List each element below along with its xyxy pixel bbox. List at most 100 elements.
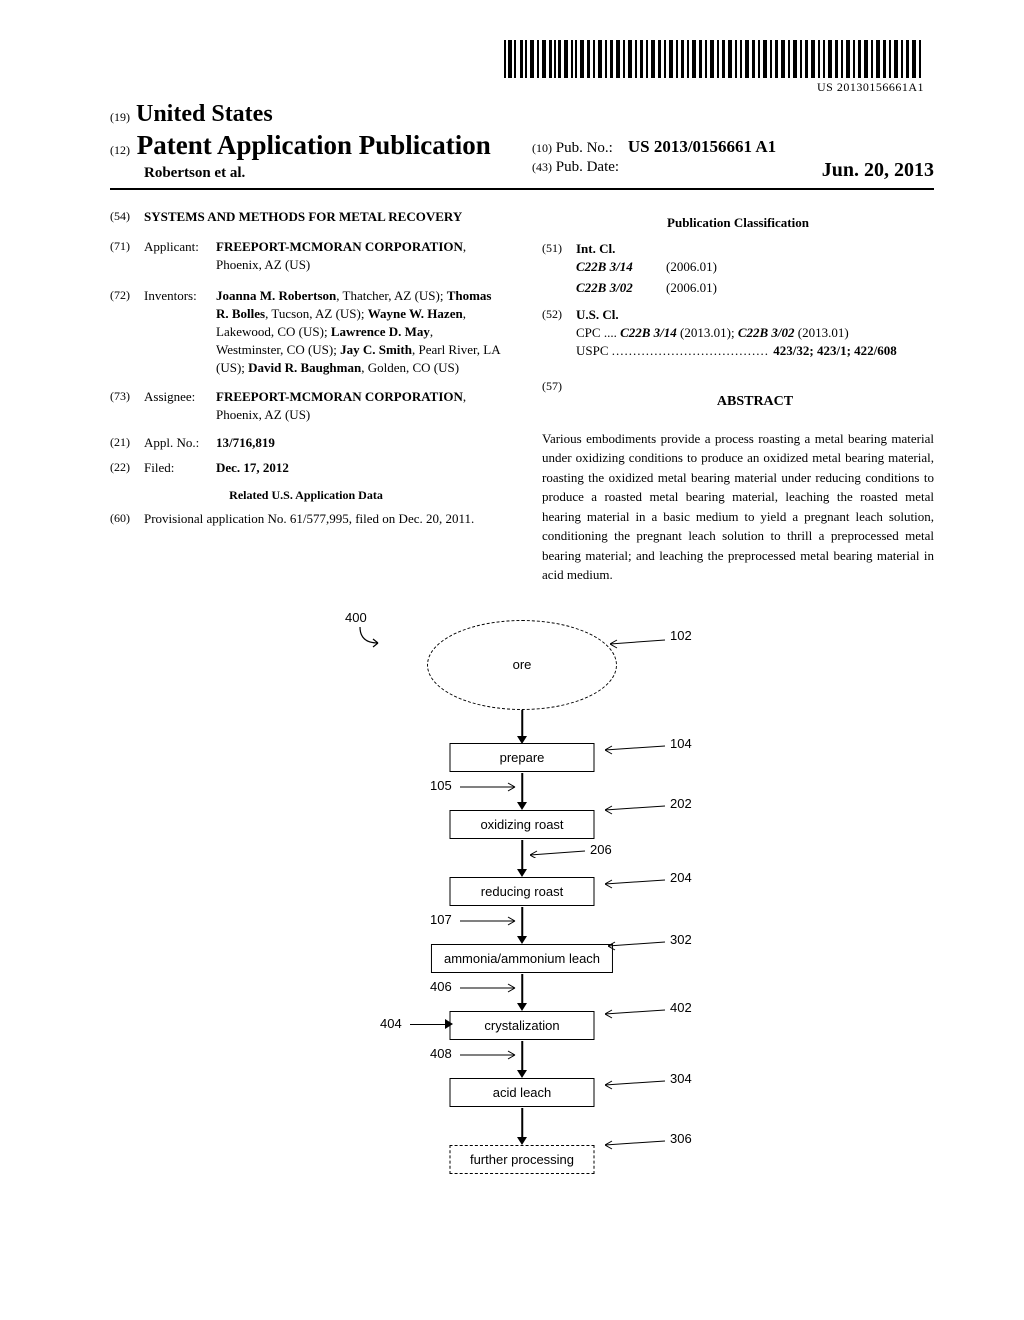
- filed-field: (22) Filed: Dec. 17, 2012: [110, 459, 502, 477]
- pubdate-value: Jun. 20, 2013: [822, 159, 934, 182]
- pubno-prefix: (10): [532, 141, 552, 155]
- filed-code: (22): [110, 459, 144, 477]
- arrow-head-icon: [517, 936, 527, 944]
- arrow-head-icon: [517, 1137, 527, 1145]
- left-column: (54) SYSTEMS AND METHODS FOR METAL RECOV…: [110, 208, 502, 585]
- assignee-code: (73): [110, 388, 144, 424]
- ref-306: 306: [670, 1131, 692, 1146]
- cpc-prefix: CPC ....: [576, 325, 617, 340]
- barcode-number: US 20130156661A1: [504, 80, 924, 95]
- ref-302: 302: [670, 932, 692, 947]
- publication-type-line: (12) Patent Application Publication: [110, 130, 512, 161]
- applicant-name: FREEPORT-MCMORAN CORPORATION: [216, 239, 463, 254]
- applicant-label: Applicant:: [144, 238, 216, 274]
- assignee-value: FREEPORT-MCMORAN CORPORATION, Phoenix, A…: [216, 388, 502, 424]
- arrow-head-right-icon: [445, 1019, 453, 1029]
- assignee-label: Assignee:: [144, 388, 216, 424]
- pubdate-label: Pub. Date:: [556, 159, 619, 176]
- intcl-code: (51): [542, 240, 576, 299]
- country-line: (19) United States: [110, 101, 512, 128]
- pubdate-prefix: (43): [532, 160, 552, 174]
- flow-node-oxidizing: oxidizing roast: [450, 810, 595, 839]
- ref-400: 400: [345, 610, 367, 625]
- leader-line-icon: [460, 1050, 520, 1060]
- ref-102: 102: [670, 628, 692, 643]
- leader-line-icon: [460, 916, 520, 926]
- leader-line-icon: [605, 878, 670, 890]
- flow-node-reducing: reducing roast: [450, 877, 595, 906]
- flow-node-acid: acid leach: [450, 1078, 595, 1107]
- flow-ammonia-label: ammonia/ammonium leach: [444, 951, 600, 966]
- country-name: United States: [136, 101, 273, 127]
- leader-line-icon: [530, 848, 590, 858]
- right-column: Publication Classification (51) Int. Cl.…: [542, 208, 934, 585]
- curve-arrow-icon: [358, 625, 382, 649]
- flow-further-label: further processing: [470, 1152, 574, 1167]
- assignee-field: (73) Assignee: FREEPORT-MCMORAN CORPORAT…: [110, 388, 502, 424]
- provisional-code: (60): [110, 510, 144, 528]
- intcl-row-1: C22B 3/14 (2006.01): [576, 258, 934, 276]
- arrow-line: [521, 1041, 523, 1071]
- patent-header: (19) United States (12) Patent Applicati…: [110, 101, 934, 190]
- intcl-label: Int. Cl.: [576, 240, 934, 258]
- uspc-line: USPC ...................................…: [576, 342, 934, 360]
- leader-line-icon: [460, 782, 520, 792]
- uspc-value: 423/32; 423/1; 422/608: [773, 343, 897, 358]
- leader-line-icon: [605, 1139, 670, 1151]
- leader-line-icon: [610, 638, 670, 650]
- arrow-line: [521, 1108, 523, 1138]
- classification-heading: Publication Classification: [542, 214, 934, 232]
- ref-404: 404: [380, 1016, 402, 1031]
- arrow-head-icon: [517, 1003, 527, 1011]
- assignee-name: FREEPORT-MCMORAN CORPORATION: [216, 389, 463, 404]
- arrow-line: [521, 710, 523, 738]
- uscl-code: (52): [542, 306, 576, 361]
- publine-prefix: (12): [110, 143, 130, 157]
- filed-label: Filed:: [144, 459, 216, 477]
- leader-line-icon: [605, 804, 670, 816]
- arrow-line: [521, 974, 523, 1004]
- ref-206: 206: [590, 842, 612, 857]
- filed-value: Dec. 17, 2012: [216, 459, 502, 477]
- ref-204: 204: [670, 870, 692, 885]
- intcl-1-year: (2006.01): [666, 258, 717, 276]
- pubno-value: US 2013/0156661 A1: [628, 137, 776, 156]
- arrow-line: [521, 907, 523, 937]
- flowchart-diagram: 400 ore 102 prepare 104 105 oxidizing ro…: [110, 610, 934, 1250]
- title-field: (54) SYSTEMS AND METHODS FOR METAL RECOV…: [110, 208, 502, 226]
- pub-number-line: (10) Pub. No.: US 2013/0156661 A1: [532, 137, 934, 157]
- cpc-line: CPC .... C22B 3/14 (2013.01); C22B 3/02 …: [576, 324, 934, 342]
- flow-prepare-label: prepare: [500, 750, 545, 765]
- flow-acid-label: acid leach: [493, 1085, 552, 1100]
- leader-line-icon: [605, 1079, 670, 1091]
- arrow-head-icon: [517, 802, 527, 810]
- inventors-label: Inventors:: [144, 287, 216, 378]
- applicant-value: FREEPORT-MCMORAN CORPORATION, Phoenix, A…: [216, 238, 502, 274]
- title-text: SYSTEMS AND METHODS FOR METAL RECOVERY: [144, 208, 502, 226]
- ref-406: 406: [430, 979, 452, 994]
- applno-field: (21) Appl. No.: 13/716,819: [110, 434, 502, 452]
- abstract-section: (57) ABSTRACT: [542, 378, 934, 422]
- flow-ore-label: ore: [513, 657, 532, 672]
- flow-node-prepare: prepare: [450, 743, 595, 772]
- uspc-prefix: USPC: [576, 343, 609, 358]
- intcl-2-year: (2006.01): [666, 279, 717, 297]
- provisional-field: (60) Provisional application No. 61/577,…: [110, 510, 502, 528]
- flow-node-crystal: crystalization: [450, 1011, 595, 1040]
- flow-crystal-label: crystalization: [484, 1018, 559, 1033]
- ref-202: 202: [670, 796, 692, 811]
- uscl-label: U.S. Cl.: [576, 306, 934, 324]
- ref-107: 107: [430, 912, 452, 927]
- intcl-1-code: C22B 3/14: [576, 258, 666, 276]
- ref-304: 304: [670, 1071, 692, 1086]
- arrow-line: [521, 840, 523, 870]
- intcl-field: (51) Int. Cl. C22B 3/14 (2006.01) C22B 3…: [542, 240, 934, 299]
- applno-code: (21): [110, 434, 144, 452]
- provisional-text: Provisional application No. 61/577,995, …: [144, 510, 502, 528]
- ref-402: 402: [670, 1000, 692, 1015]
- intcl-2-code: C22B 3/02: [576, 279, 666, 297]
- country-prefix: (19): [110, 110, 130, 124]
- arrow-line: [521, 773, 523, 803]
- inventors-value: Joanna M. Robertson, Thatcher, AZ (US); …: [216, 287, 502, 378]
- abstract-text: Various embodiments provide a process ro…: [542, 429, 934, 585]
